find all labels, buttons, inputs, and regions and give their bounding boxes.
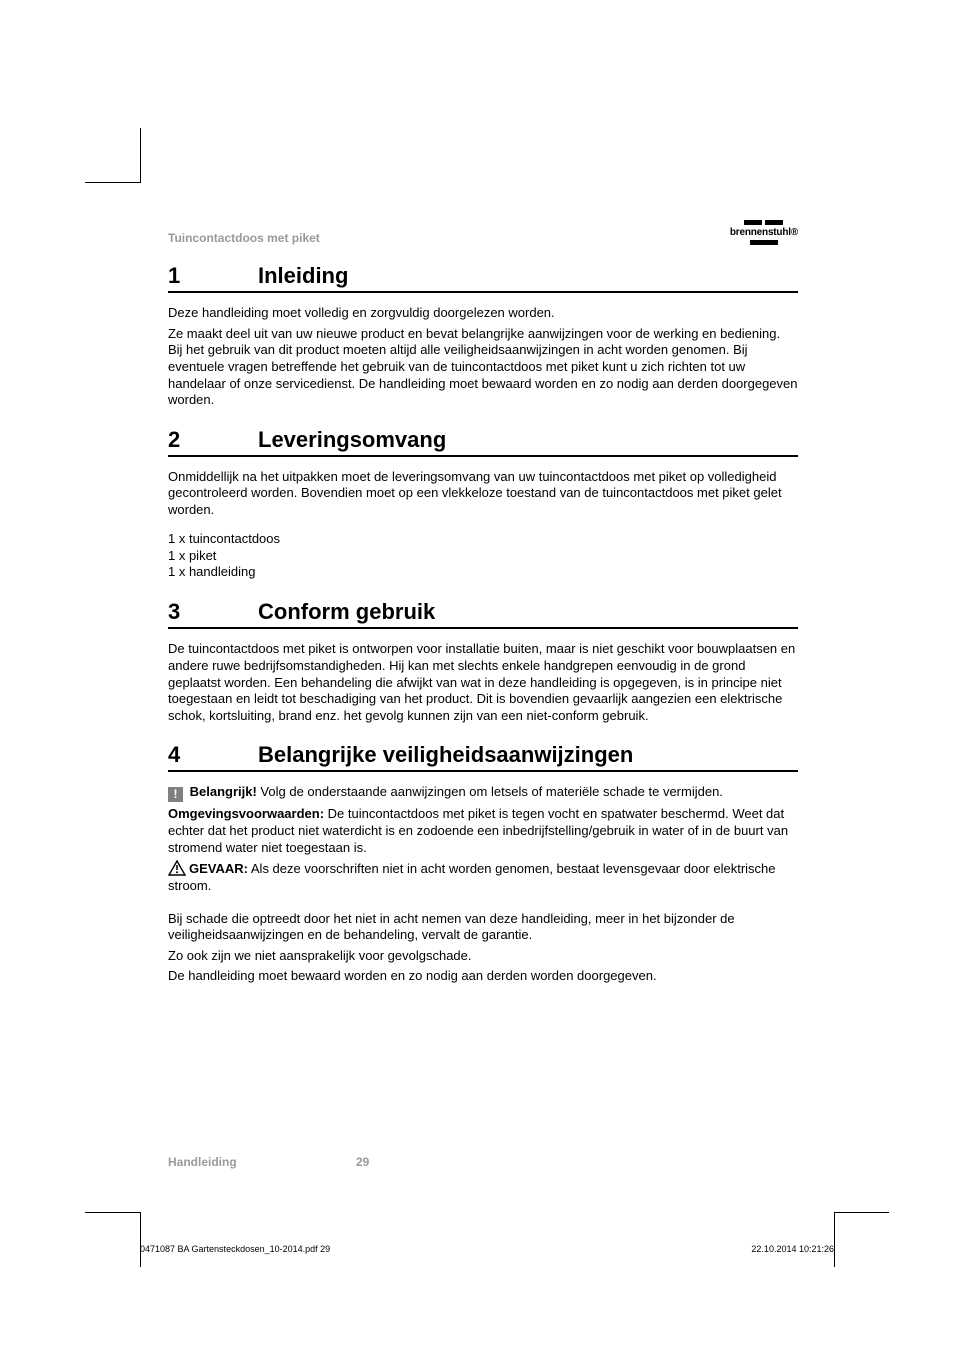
warning-triangle-icon (168, 860, 186, 876)
section-heading-4: 4 Belangrijke veiligheidsaanwijzingen (168, 742, 798, 772)
paragraph: Onmiddellijk na het uitpakken moet de le… (168, 469, 798, 519)
page-header: Tuincontactdoos met piket brennenstuhl® (168, 228, 798, 245)
footer-page-number: 29 (356, 1155, 369, 1169)
notice-label: Belangrijk! (190, 784, 257, 799)
paragraph: Zo ook zijn we niet aansprakelijk voor g… (168, 948, 798, 965)
crop-mark (85, 1212, 140, 1213)
paragraph: Bij schade die optreedt door het niet in… (168, 911, 798, 944)
brand-bar-icon (765, 220, 783, 225)
notice-important: ! Belangrijk! Volg de onderstaande aanwi… (168, 784, 798, 802)
list-item: 1 x tuincontactdoos (168, 531, 798, 548)
crop-mark (834, 1212, 889, 1213)
paragraph: De tuincontactdoos met piket is ontworpe… (168, 641, 798, 724)
brand-bar-icon (750, 240, 778, 245)
section-heading-2: 2 Leveringsomvang (168, 427, 798, 457)
notice-text: Volg de onderstaande aanwijzingen om let… (257, 784, 723, 799)
section-title: Inleiding (258, 263, 348, 289)
print-filename: 0471087 BA Gartensteckdosen_10-2014.pdf … (140, 1244, 330, 1254)
footer-label: Handleiding (168, 1155, 356, 1169)
section-number: 1 (168, 263, 258, 289)
section-heading-3: 3 Conform gebruik (168, 599, 798, 629)
section-number: 4 (168, 742, 258, 768)
package-contents-list: 1 x tuincontactdoos 1 x piket 1 x handle… (168, 531, 798, 582)
section-title: Leveringsomvang (258, 427, 446, 453)
section-number: 3 (168, 599, 258, 625)
brand-name: brennenstuhl® (730, 227, 798, 238)
notice-environment: Omgevingsvoorwaarden: De tuincontactdoos… (168, 806, 798, 856)
brand-logo: brennenstuhl® (730, 220, 798, 245)
list-item: 1 x handleiding (168, 564, 798, 581)
section-title: Belangrijke veiligheidsaanwijzingen (258, 742, 633, 768)
paragraph: De handleiding moet bewaard worden en zo… (168, 968, 798, 985)
page-footer: Handleiding 29 (168, 1155, 798, 1169)
list-item: 1 x piket (168, 548, 798, 565)
paragraph: Deze handleiding moet volledig en zorgvu… (168, 305, 798, 322)
notice-label: Omgevingsvoorwaarden: (168, 806, 324, 821)
product-title: Tuincontactdoos met piket (168, 231, 320, 245)
paragraph: Ze maakt deel uit van uw nieuwe product … (168, 326, 798, 409)
page-content: Tuincontactdoos met piket brennenstuhl® … (168, 228, 798, 989)
notice-text: Als deze voorschriften niet in acht word… (168, 861, 776, 893)
print-metadata: 0471087 BA Gartensteckdosen_10-2014.pdf … (140, 1244, 834, 1254)
section-heading-1: 1 Inleiding (168, 263, 798, 293)
crop-mark (140, 1212, 141, 1267)
section-number: 2 (168, 427, 258, 453)
notice-danger: GEVAAR: Als deze voorschriften niet in a… (168, 860, 798, 894)
crop-mark (140, 128, 141, 183)
crop-mark (85, 182, 140, 183)
notice-label: GEVAAR: (189, 861, 248, 876)
exclamation-icon: ! (168, 787, 183, 802)
print-timestamp: 22.10.2014 10:21:26 (751, 1244, 834, 1254)
section-title: Conform gebruik (258, 599, 435, 625)
crop-mark (834, 1212, 835, 1267)
brand-bar-icon (744, 220, 762, 225)
